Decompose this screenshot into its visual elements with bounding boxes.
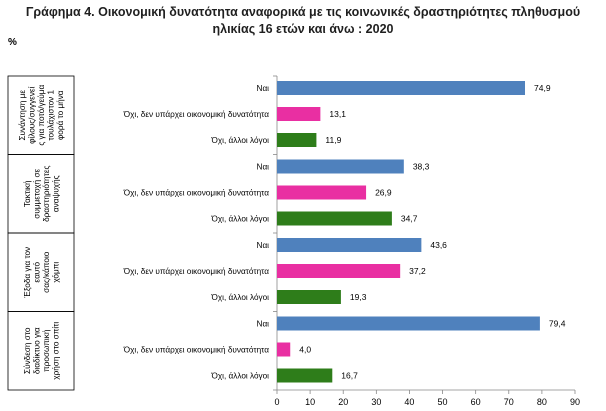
group-label: Τακτικήσυμμετοχή σεδραστηριότητεςαναψυχή… xyxy=(23,166,61,222)
bar-other xyxy=(277,133,317,147)
x-tick-label: 0 xyxy=(274,397,279,407)
bar-category-label: Όχι, δεν υπάρχει οικονομική δυνατότητα xyxy=(123,267,269,276)
bar-value-label: 4,0 xyxy=(299,345,311,355)
bar-value-label: 79,4 xyxy=(549,319,566,329)
chart-title-line-2: ηλικίας 16 ετών και άνω : 2020 xyxy=(212,22,394,36)
group-label: Έξοδα για τονεαυτόσας/κάποιοχόμπι xyxy=(23,247,61,299)
bar-other xyxy=(277,211,392,226)
bar-category-label: Όχι, άλλοι λόγοι xyxy=(211,136,270,145)
bar-value-label: 34,7 xyxy=(401,214,418,224)
bar-value-label: 16,7 xyxy=(341,371,358,381)
bar-no_money xyxy=(277,264,401,278)
x-tick-label: 10 xyxy=(305,397,315,407)
bar-value-label: 19,3 xyxy=(350,292,367,302)
bar-value-label: 74,9 xyxy=(534,83,551,93)
bar-category-label: Όχι, άλλοι λόγοι xyxy=(211,372,270,381)
bar-yes xyxy=(277,81,526,95)
x-tick-label: 20 xyxy=(338,397,348,407)
unit-label: % xyxy=(8,37,17,48)
bar-category-label: Όχι, άλλοι λόγοι xyxy=(211,293,270,302)
bar-category-label: Όχι, δεν υπάρχει οικονομική δυνατότητα xyxy=(123,346,269,355)
x-tick-label: 40 xyxy=(404,397,414,407)
x-tick-label: 90 xyxy=(570,397,580,407)
bar-no_money xyxy=(277,342,291,357)
chart-title-line-1: Γράφημα 4. Οικονομική δυνατότητα αναφορι… xyxy=(25,5,581,19)
x-tick-label: 70 xyxy=(504,397,514,407)
x-tick-label: 50 xyxy=(438,397,448,407)
bar-category-label: Ναι xyxy=(257,241,270,250)
x-tick-label: 60 xyxy=(471,397,481,407)
bar-other xyxy=(277,290,341,304)
bar-value-label: 37,2 xyxy=(409,266,426,276)
bar-yes xyxy=(277,159,404,174)
bar-category-label: Όχι, άλλοι λόγοι xyxy=(211,215,270,224)
bar-other xyxy=(277,368,333,383)
bar-category-label: Όχι, δεν υπάρχει οικονομική δυνατότητα xyxy=(123,110,269,119)
bar-yes xyxy=(277,316,540,331)
bar-value-label: 38,3 xyxy=(413,162,430,172)
bar-category-label: Ναι xyxy=(257,320,270,329)
bar-no_money xyxy=(277,185,367,200)
bar-category-label: Όχι, δεν υπάρχει οικονομική δυνατότητα xyxy=(123,189,269,198)
bar-value-label: 13,1 xyxy=(329,109,346,119)
bar-value-label: 43,6 xyxy=(430,240,447,250)
chart-title: Γράφημα 4. Οικονομική δυνατότητα αναφορι… xyxy=(0,4,606,38)
bar-value-label: 11,9 xyxy=(325,135,341,145)
bar-category-label: Ναι xyxy=(257,84,270,93)
group-label: Σύνδεση στοδιαδίκτυο γιαπροσωπικήχρήση σ… xyxy=(23,322,61,380)
group-label-box xyxy=(7,311,75,391)
x-tick-label: 80 xyxy=(537,397,547,407)
bar-value-label: 26,9 xyxy=(375,188,392,198)
x-tick-label: 30 xyxy=(371,397,381,407)
bar-yes xyxy=(277,238,422,252)
group-label: Συνάντηση μεφίλους/συγγενείς για ποτό/γε… xyxy=(18,85,65,146)
bar-no_money xyxy=(277,107,321,121)
bar-category-label: Ναι xyxy=(257,163,270,172)
